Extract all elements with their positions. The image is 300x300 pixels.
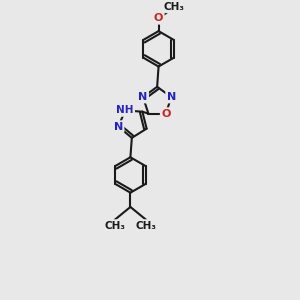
Text: CH₃: CH₃ xyxy=(164,2,185,12)
Text: N: N xyxy=(167,92,176,102)
Text: O: O xyxy=(161,109,171,119)
Text: N: N xyxy=(114,122,123,132)
Text: O: O xyxy=(154,13,163,23)
Text: NH: NH xyxy=(116,106,134,116)
Text: N: N xyxy=(138,92,148,102)
Text: CH₃: CH₃ xyxy=(136,220,157,230)
Text: CH₃: CH₃ xyxy=(104,220,125,230)
